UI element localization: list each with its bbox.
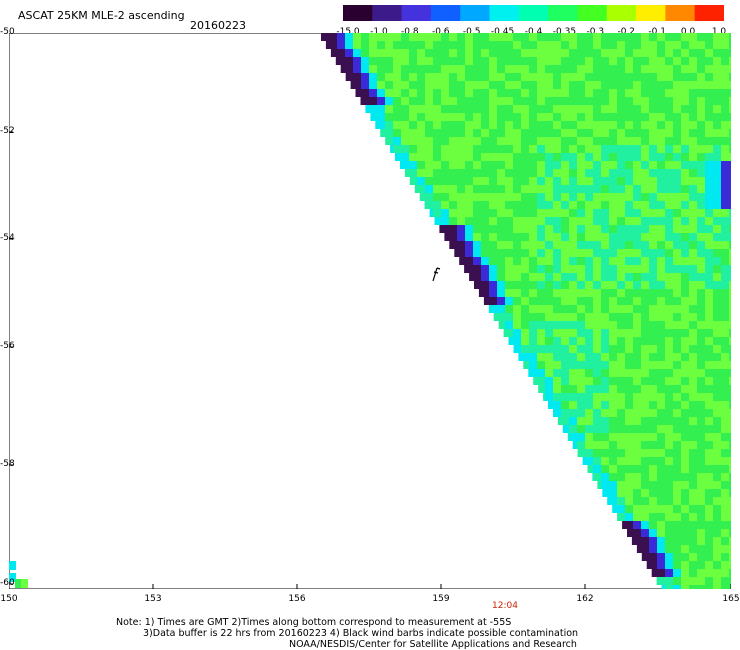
colorbar-label: -0.1 — [648, 27, 666, 37]
colorbar-label: -1.0 — [370, 27, 388, 37]
lat-label: -50 — [0, 27, 15, 37]
note-line-1: Note: 1) Times are GMT 2)Times along bot… — [116, 617, 512, 628]
axis-ticks — [9, 33, 731, 589]
colorbar-segment — [343, 5, 373, 21]
swath-fragment — [15, 579, 22, 588]
colorbar-label: -0.35 — [552, 27, 577, 37]
lat-label: -60 — [0, 578, 15, 588]
lat-label: -52 — [0, 126, 15, 136]
time-label: 12:04 — [492, 601, 518, 611]
colorbar-segment — [548, 5, 578, 21]
colorbar-label: -0.8 — [401, 27, 419, 37]
colorbar-segment — [430, 5, 461, 21]
lon-label: 153 — [144, 594, 162, 604]
colorbar-label: -0.3 — [586, 27, 605, 37]
note-line-2: 3)Data buffer is 22 hrs from 20160223 4)… — [143, 628, 579, 639]
colorbar-segment — [636, 5, 666, 21]
colorbar-segment — [460, 5, 491, 21]
swath-fragment — [9, 561, 16, 570]
satellite-swath — [9, 33, 731, 589]
colorbar-label: -0.2 — [617, 27, 636, 37]
colorbar-label: -0.6 — [431, 27, 450, 37]
note-line-3: NOAA/NESDIS/Center for Satellite Applica… — [289, 639, 577, 650]
colorbar-segment — [694, 5, 724, 21]
colorbar-segment — [518, 5, 549, 21]
colorbar-label: -0.4 — [524, 27, 543, 37]
lon-label: 150 — [0, 594, 18, 604]
wind-map — [9, 33, 731, 589]
colorbar-label: 1.0 — [711, 27, 727, 37]
colorbar-label: -15.0 — [336, 27, 360, 37]
lon-label: 162 — [576, 594, 594, 604]
lat-label: -56 — [0, 341, 15, 351]
colorbar-label: -0.45 — [490, 27, 515, 37]
lat-label: -54 — [0, 233, 15, 243]
lon-label: 159 — [432, 594, 450, 604]
wind-barb-icon — [432, 267, 441, 282]
lon-label: 165 — [722, 594, 740, 604]
colorbar-segment — [665, 5, 696, 21]
colorbar-label: -0.5 — [462, 27, 481, 37]
map-title: ASCAT 25KM MLE-2 ascending — [18, 9, 185, 22]
map-date: 20160223 — [190, 19, 246, 32]
swath-fragment — [9, 573, 16, 582]
colorbar-segment — [489, 5, 520, 21]
colorbar — [343, 5, 724, 21]
colorbar-label: 0.0 — [680, 27, 696, 37]
colorbar-segment — [372, 5, 403, 21]
lat-label: -58 — [0, 459, 15, 469]
colorbar-segment — [606, 5, 637, 21]
colorbar-segment — [401, 5, 432, 21]
swath-fragment — [21, 579, 28, 588]
lon-label: 156 — [288, 594, 306, 604]
colorbar-segment — [577, 5, 608, 21]
